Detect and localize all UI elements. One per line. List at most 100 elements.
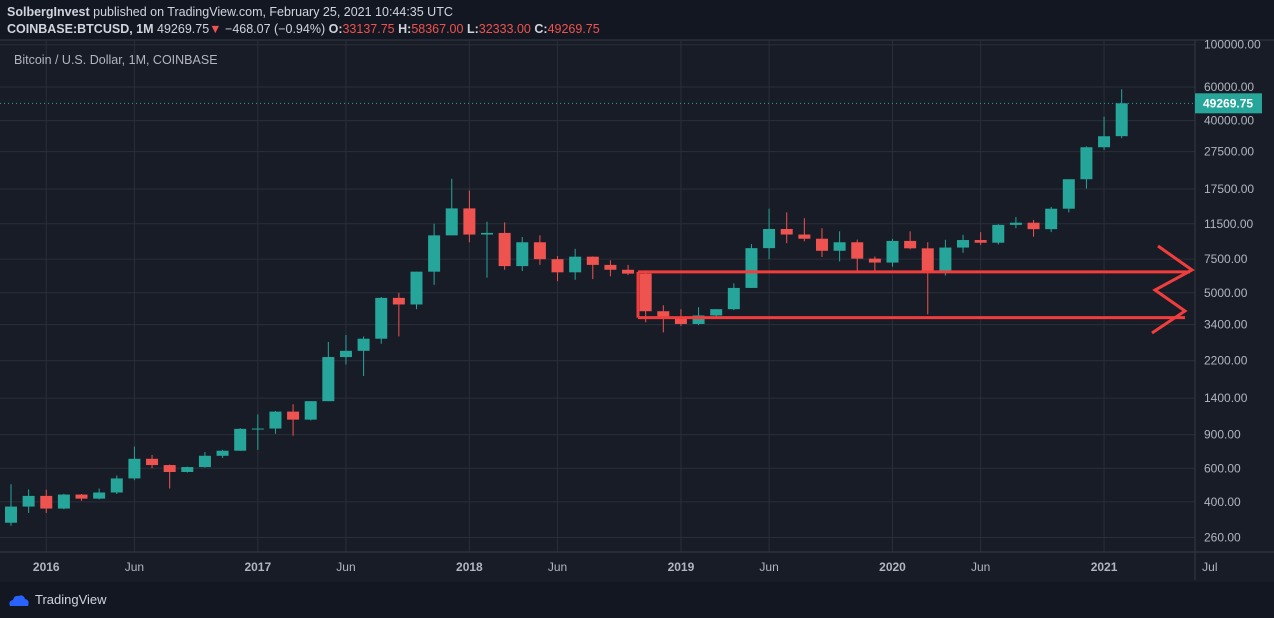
candle bbox=[481, 221, 494, 278]
tradingview-logo[interactable]: TradingView bbox=[8, 592, 107, 607]
candle-body bbox=[322, 357, 335, 402]
brand-name: TradingView bbox=[35, 592, 107, 607]
candle-body bbox=[692, 315, 705, 324]
candle-body bbox=[216, 450, 229, 456]
open-label: O: bbox=[328, 22, 343, 36]
candle-body bbox=[745, 248, 758, 288]
candle bbox=[639, 270, 652, 323]
candle bbox=[357, 336, 370, 376]
candle-body bbox=[198, 455, 211, 468]
candle bbox=[392, 292, 405, 337]
candle bbox=[727, 283, 740, 311]
candle-body bbox=[57, 494, 70, 509]
candle bbox=[974, 232, 987, 246]
candle-body bbox=[763, 228, 776, 249]
candle-body bbox=[375, 297, 388, 339]
candle-body bbox=[234, 428, 247, 451]
candle-body bbox=[40, 495, 53, 509]
candle-body bbox=[181, 467, 194, 472]
candle bbox=[904, 231, 917, 250]
x-tick-label: 2016 bbox=[33, 560, 60, 574]
candle-body bbox=[304, 401, 317, 420]
candle-body bbox=[1009, 222, 1022, 225]
published-text: published on TradingView.com, February 2… bbox=[93, 5, 453, 19]
candle-body bbox=[586, 256, 599, 265]
candle bbox=[304, 401, 317, 421]
candle-body bbox=[498, 232, 511, 267]
candle-body bbox=[815, 238, 828, 251]
candle-body bbox=[163, 465, 176, 472]
candle bbox=[40, 489, 53, 513]
x-tick-label: Jul bbox=[1202, 560, 1217, 574]
candle bbox=[833, 231, 846, 262]
candle bbox=[269, 410, 282, 434]
candle-body bbox=[639, 273, 652, 312]
candle bbox=[1080, 146, 1093, 189]
candle bbox=[886, 238, 899, 267]
candle bbox=[939, 239, 952, 276]
candle-body bbox=[533, 242, 546, 260]
candle bbox=[1045, 206, 1058, 233]
low-label: L: bbox=[466, 22, 479, 36]
candle-body bbox=[851, 242, 864, 259]
arrows-icon bbox=[1151, 244, 1195, 335]
candle-body bbox=[339, 350, 352, 358]
last-price: 49269.75 bbox=[157, 22, 210, 36]
candle bbox=[410, 271, 423, 310]
candle-body bbox=[974, 240, 987, 243]
candle bbox=[1027, 219, 1040, 237]
x-tick-label: 2018 bbox=[456, 560, 483, 574]
candle-body bbox=[1115, 103, 1128, 137]
candle-body bbox=[287, 411, 300, 420]
symbol: COINBASE:BTCUSD, 1M bbox=[7, 22, 154, 36]
y-tick-label: 17500.00 bbox=[1204, 182, 1254, 196]
candle-body bbox=[904, 240, 917, 249]
candle-body bbox=[921, 248, 934, 272]
low-value: 32333.00 bbox=[478, 22, 531, 36]
candle bbox=[463, 190, 476, 243]
candle bbox=[128, 446, 141, 481]
candle bbox=[375, 296, 388, 344]
candle-body bbox=[5, 506, 17, 523]
cloud-icon bbox=[9, 594, 29, 606]
x-tick-label: Jun bbox=[759, 560, 778, 574]
change: −468.07 (−0.94%) bbox=[225, 22, 326, 36]
y-tick-label: 40000.00 bbox=[1204, 114, 1254, 128]
y-tick-label: 260.00 bbox=[1204, 531, 1241, 545]
candle-body bbox=[428, 235, 441, 272]
open-value: 33137.75 bbox=[342, 22, 395, 36]
candle-body bbox=[1027, 222, 1040, 230]
candle bbox=[815, 228, 828, 257]
candle-body bbox=[1062, 179, 1075, 209]
candle-body bbox=[957, 240, 970, 248]
candle-body bbox=[674, 317, 687, 324]
close-value: 49269.75 bbox=[547, 22, 600, 36]
y-tick-label: 11500.00 bbox=[1204, 217, 1253, 231]
author[interactable]: SolbergInvest bbox=[7, 5, 90, 19]
candle-body bbox=[445, 208, 458, 236]
candle bbox=[763, 208, 776, 260]
y-tick-label: 5000.00 bbox=[1204, 286, 1248, 300]
candle-body bbox=[110, 478, 123, 493]
candle-body bbox=[1045, 208, 1058, 230]
candle bbox=[445, 178, 458, 236]
candle-body bbox=[269, 411, 282, 429]
candle bbox=[498, 222, 511, 270]
candle bbox=[287, 404, 300, 436]
candle-body bbox=[410, 271, 423, 305]
candle-body bbox=[622, 269, 635, 274]
candle bbox=[22, 489, 35, 513]
candle bbox=[1009, 217, 1022, 229]
x-tick-label: Jun bbox=[971, 560, 990, 574]
candle bbox=[110, 475, 123, 494]
y-tick-label: 400.00 bbox=[1204, 495, 1241, 509]
candle-body bbox=[357, 338, 370, 351]
y-tick-label: 1400.00 bbox=[1204, 391, 1248, 405]
candle bbox=[533, 235, 546, 265]
candle bbox=[322, 341, 335, 402]
candle-body bbox=[833, 242, 846, 251]
candle-body bbox=[886, 240, 899, 263]
candle bbox=[146, 454, 159, 469]
candle-body bbox=[75, 494, 88, 499]
